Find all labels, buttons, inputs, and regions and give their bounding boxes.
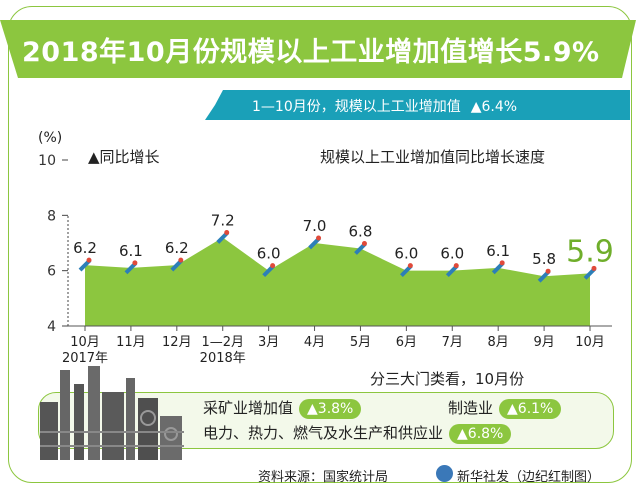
data-label: 6.8 <box>349 223 373 241</box>
x-tick-label: 4月 <box>304 335 325 350</box>
data-point-cap <box>361 241 367 247</box>
sector-mining-value: ▲3.8% <box>299 398 362 419</box>
sector-mining: 采矿业增加值 ▲3.8% <box>203 397 362 419</box>
data-label: 6.2 <box>165 239 189 257</box>
data-point-cap <box>132 260 138 266</box>
y-tick-label: 6 <box>47 264 56 280</box>
data-label: 5.8 <box>532 250 556 268</box>
y-tick-label: 10 <box>38 153 56 169</box>
y-axis-unit: (%) <box>38 130 63 146</box>
data-point-cap <box>224 229 230 235</box>
chart-legend: ▲同比增长 <box>88 148 160 166</box>
data-label: 6.0 <box>257 245 281 263</box>
x-tick-label: 10月 <box>70 335 100 350</box>
x-tick-label: 6月 <box>396 335 417 350</box>
x-tick-label: 8月 <box>488 335 509 350</box>
sector-mining-label: 采矿业增加值 <box>203 399 294 417</box>
data-label: 6.0 <box>394 245 418 263</box>
data-point-cap <box>270 263 276 269</box>
subtitle: 1—10月份，规模以上工业增加值 ▲6.4% <box>252 96 517 116</box>
subtitle-text: 1—10月份，规模以上工业增加值 <box>252 99 461 115</box>
data-point-cap <box>453 263 459 269</box>
year-label: 2018年 <box>200 351 246 366</box>
data-label: 5.9 <box>566 234 614 269</box>
x-tick-label: 1—2月 <box>201 335 244 350</box>
factory-icon <box>40 366 184 460</box>
sectors-heading: 分三大门类看，10月份 <box>370 370 525 388</box>
year-label: 2017年 <box>62 351 108 366</box>
data-label: 6.2 <box>73 239 97 257</box>
credit: 新华社发（边纪红制图） <box>457 470 601 485</box>
data-point-cap <box>86 257 92 263</box>
sector-utilities-label: 电力、热力、燃气及水生产和供应业 <box>203 424 444 442</box>
data-label: 7.0 <box>303 217 327 235</box>
data-point-cap <box>591 265 597 271</box>
x-tick-label: 11月 <box>116 335 146 350</box>
chart-title: 规模以上工业增加值同比增长速度 <box>320 148 546 166</box>
data-label: 6.1 <box>119 242 143 260</box>
x-tick-label: 7月 <box>442 335 463 350</box>
data-label: 7.2 <box>211 211 235 229</box>
subtitle-banner <box>205 90 630 120</box>
sector-utilities: 电力、热力、燃气及水生产和供应业 ▲6.8% <box>203 422 512 444</box>
title-banner <box>0 20 636 78</box>
x-tick-label: 12月 <box>162 335 192 350</box>
data-source: 资料来源：国家统计局 <box>258 470 389 485</box>
data-point-cap <box>499 260 505 266</box>
x-tick-label: 5月 <box>350 335 371 350</box>
y-tick-label: 4 <box>47 319 56 335</box>
x-tick-label: 10月 <box>575 335 605 350</box>
data-point-cap <box>316 235 322 241</box>
y-tick-label: 8 <box>47 208 56 224</box>
subtitle-value: ▲6.4% <box>470 99 518 115</box>
sector-manufacturing-label: 制造业 <box>448 399 494 417</box>
data-label: 6.1 <box>486 242 510 260</box>
sector-utilities-value: ▲6.8% <box>449 423 512 444</box>
sector-manufacturing-value: ▲6.1% <box>499 398 562 419</box>
page-title: 2018年10月份规模以上工业增加值增长5.9% <box>22 37 600 68</box>
x-tick-label: 9月 <box>533 335 554 350</box>
data-label: 6.0 <box>440 245 464 263</box>
growth-area <box>85 237 590 326</box>
x-tick-label: 3月 <box>258 335 279 350</box>
data-point-cap <box>545 268 551 274</box>
sector-manufacturing: 制造业 ▲6.1% <box>448 397 562 419</box>
data-point-cap <box>178 257 184 263</box>
xinhua-logo <box>436 465 453 482</box>
data-point-cap <box>407 263 413 269</box>
